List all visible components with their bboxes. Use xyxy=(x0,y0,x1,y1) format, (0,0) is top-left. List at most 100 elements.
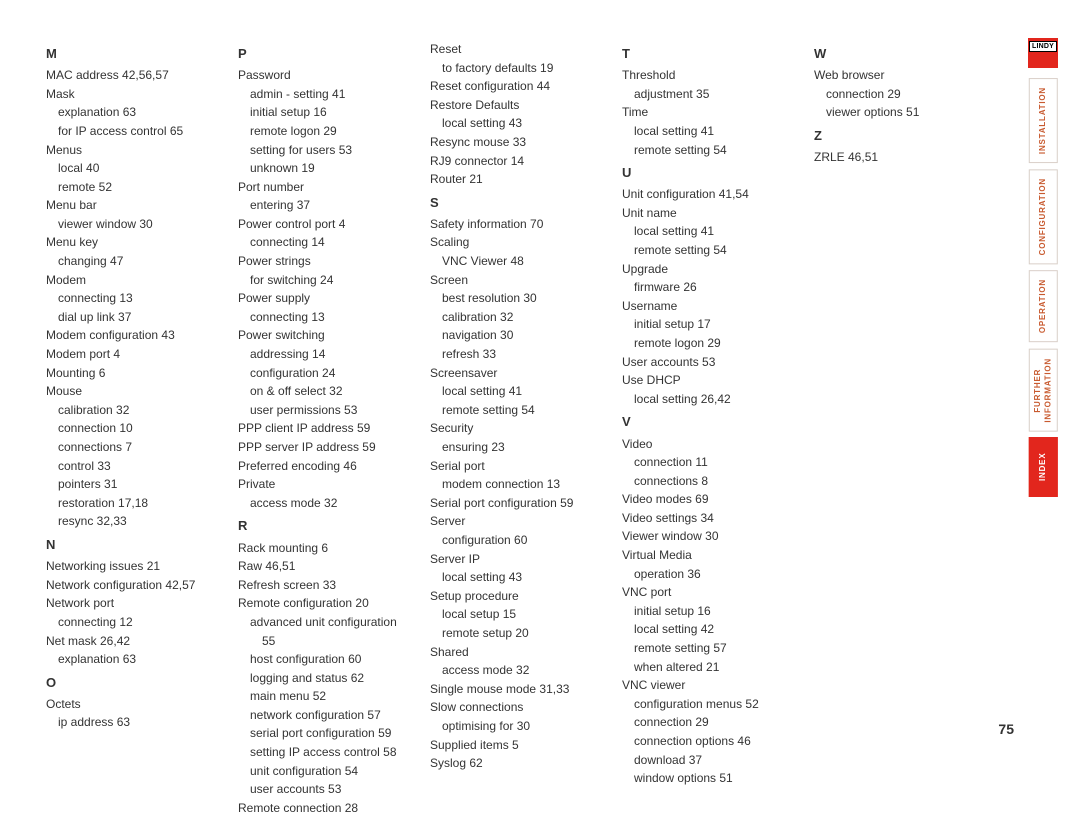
index-subentry: advanced unit configuration xyxy=(238,613,424,632)
index-subentry: resync 32,33 xyxy=(46,512,232,531)
index-subentry: local setting 41 xyxy=(622,222,808,241)
index-subentry: dial up link 37 xyxy=(46,308,232,327)
index-entry: Server xyxy=(430,512,616,531)
index-subentry: connection 29 xyxy=(814,85,1000,104)
sidebar: LINDY INSTALLATION CONFIGURATION OPERATION… xyxy=(1028,38,1058,497)
index-letter: N xyxy=(46,535,232,555)
index-subentry: local setting 41 xyxy=(430,382,616,401)
index-entry: Web browser xyxy=(814,66,1000,85)
nav-tab[interactable]: FURTHER INFORMATION xyxy=(1029,349,1058,432)
index-subentry: remote setup 20 xyxy=(430,624,616,643)
index-subentry: initial setup 17 xyxy=(622,315,808,334)
index-entry: Slow connections xyxy=(430,698,616,717)
index-subentry: local setting 42 xyxy=(622,620,808,639)
index-entry: Power supply xyxy=(238,289,424,308)
index-subentry: setting IP access control 58 xyxy=(238,743,424,762)
index-subentry: 55 xyxy=(238,632,424,651)
index-letter: W xyxy=(814,44,1000,64)
index-entry: Reset configuration 44 xyxy=(430,77,616,96)
index-entry: Viewer window 30 xyxy=(622,527,808,546)
index-entry: Screen xyxy=(430,271,616,290)
index-subentry: entering 37 xyxy=(238,196,424,215)
index-subentry: local setting 43 xyxy=(430,568,616,587)
nav-tab[interactable]: INDEX xyxy=(1029,437,1058,497)
index-subentry: pointers 31 xyxy=(46,475,232,494)
index-letter: U xyxy=(622,163,808,183)
index-subentry: addressing 14 xyxy=(238,345,424,364)
index-entry: Serial port configuration 59 xyxy=(430,494,616,513)
index-entry: Rack mounting 6 xyxy=(238,539,424,558)
brand-logo-text: LINDY xyxy=(1029,41,1057,52)
index-letter: M xyxy=(46,44,232,64)
index-entry: Preferred encoding 46 xyxy=(238,457,424,476)
index-subentry: main menu 52 xyxy=(238,687,424,706)
index-subentry: local setting 41 xyxy=(622,122,808,141)
index-subentry: configuration 24 xyxy=(238,364,424,383)
index-subentry: logging and status 62 xyxy=(238,669,424,688)
index-subentry: connection 10 xyxy=(46,419,232,438)
index-entry: Syslog 62 xyxy=(430,754,616,773)
index-subentry: local 40 xyxy=(46,159,232,178)
index-entry: Mounting 6 xyxy=(46,364,232,383)
nav-tab[interactable]: INSTALLATION xyxy=(1029,78,1058,163)
index-entry: Menu bar xyxy=(46,196,232,215)
index-column: MMAC address 42,56,57Maskexplanation 63f… xyxy=(46,40,232,817)
index-subentry: setting for users 53 xyxy=(238,141,424,160)
index-subentry: navigation 30 xyxy=(430,326,616,345)
index-entry: Menus xyxy=(46,141,232,160)
index-entry: Unit configuration 41,54 xyxy=(622,185,808,204)
index-subentry: initial setup 16 xyxy=(622,602,808,621)
index-entry: Network configuration 42,57 xyxy=(46,576,232,595)
index-entry: Setup procedure xyxy=(430,587,616,606)
index-entry: Restore Defaults xyxy=(430,96,616,115)
index-subentry: download 37 xyxy=(622,751,808,770)
index-entry: Raw 46,51 xyxy=(238,557,424,576)
index-subentry: ensuring 23 xyxy=(430,438,616,457)
index-entry: Use DHCP xyxy=(622,371,808,390)
index-subentry: connecting 12 xyxy=(46,613,232,632)
index-entry: User accounts 53 xyxy=(622,353,808,372)
index-page: MMAC address 42,56,57Maskexplanation 63f… xyxy=(0,0,1080,837)
index-subentry: connections 8 xyxy=(622,472,808,491)
index-subentry: calibration 32 xyxy=(430,308,616,327)
index-subentry: remote logon 29 xyxy=(622,334,808,353)
index-entry: Power switching xyxy=(238,326,424,345)
index-entry: Resync mouse 33 xyxy=(430,133,616,152)
index-entry: Modem xyxy=(46,271,232,290)
index-subentry: connection options 46 xyxy=(622,732,808,751)
index-entry: Security xyxy=(430,419,616,438)
index-subentry: remote setting 57 xyxy=(622,639,808,658)
index-letter: O xyxy=(46,673,232,693)
index-subentry: viewer options 51 xyxy=(814,103,1000,122)
index-subentry: remote 52 xyxy=(46,178,232,197)
index-subentry: remote setting 54 xyxy=(430,401,616,420)
index-subentry: refresh 33 xyxy=(430,345,616,364)
index-column: Resetto factory defaults 19Reset configu… xyxy=(430,40,616,817)
index-subentry: window options 51 xyxy=(622,769,808,788)
index-entry: Video xyxy=(622,435,808,454)
index-subentry: admin - setting 41 xyxy=(238,85,424,104)
index-entry: MAC address 42,56,57 xyxy=(46,66,232,85)
index-subentry: serial port configuration 59 xyxy=(238,724,424,743)
index-subentry: when altered 21 xyxy=(622,658,808,677)
index-subentry: access mode 32 xyxy=(430,661,616,680)
index-entry: Modem configuration 43 xyxy=(46,326,232,345)
index-column: TThresholdadjustment 35Timelocal setting… xyxy=(622,40,808,817)
index-entry: VNC viewer xyxy=(622,676,808,695)
index-entry: Video modes 69 xyxy=(622,490,808,509)
nav-tab[interactable]: OPERATION xyxy=(1029,270,1058,342)
nav-tab[interactable]: CONFIGURATION xyxy=(1029,169,1058,264)
index-subentry: changing 47 xyxy=(46,252,232,271)
index-entry: Port number xyxy=(238,178,424,197)
index-entry: Shared xyxy=(430,643,616,662)
index-entry: Single mouse mode 31,33 xyxy=(430,680,616,699)
index-entry: Password xyxy=(238,66,424,85)
index-subentry: on & off select 32 xyxy=(238,382,424,401)
index-subentry: initial setup 16 xyxy=(238,103,424,122)
index-letter: S xyxy=(430,193,616,213)
index-subentry: connecting 13 xyxy=(46,289,232,308)
index-column: PPasswordadmin - setting 41initial setup… xyxy=(238,40,424,817)
index-subentry: calibration 32 xyxy=(46,401,232,420)
index-entry: Refresh screen 33 xyxy=(238,576,424,595)
index-subentry: VNC Viewer 48 xyxy=(430,252,616,271)
